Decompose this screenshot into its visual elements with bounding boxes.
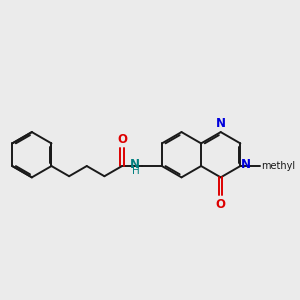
Text: H: H <box>132 167 140 176</box>
Text: N: N <box>216 117 226 130</box>
Text: O: O <box>117 133 127 146</box>
Text: methyl: methyl <box>261 161 295 171</box>
Text: N: N <box>241 158 251 171</box>
Text: N: N <box>130 158 140 171</box>
Text: O: O <box>216 198 226 211</box>
